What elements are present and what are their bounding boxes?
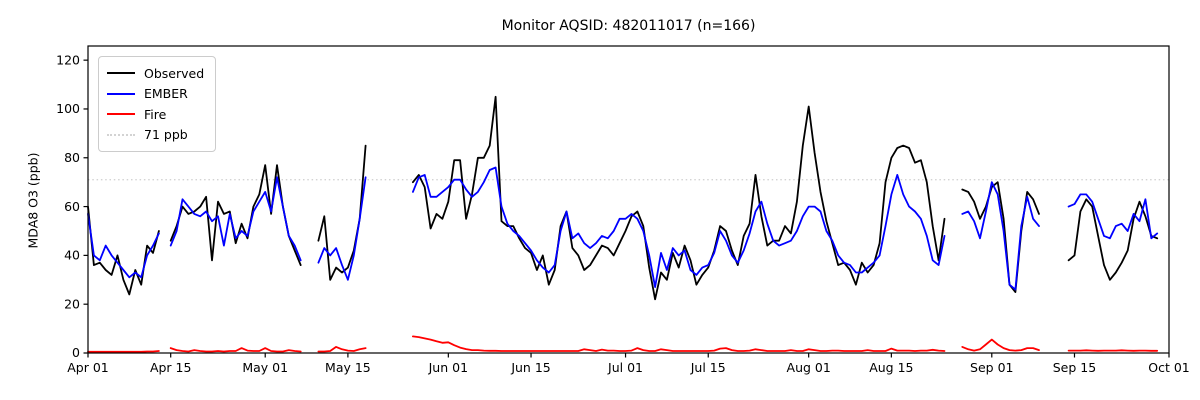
y-tick-label: 120 — [56, 52, 80, 67]
fire-line — [87, 335, 1159, 353]
y-axis-label: MDA8 O3 (ppb) — [25, 152, 41, 249]
x-tick-label: May 01 — [242, 360, 288, 375]
legend-item-threshold: 71 ppb — [107, 125, 205, 146]
legend-item-fire: Fire — [107, 104, 205, 125]
observed-line — [87, 95, 1159, 301]
y-tick-label: 20 — [64, 296, 80, 311]
y-tick-label: 60 — [64, 199, 80, 214]
legend-label: Fire — [144, 106, 167, 122]
y-tick-label: 100 — [56, 101, 80, 116]
legend-item-observed: Observed — [107, 63, 205, 84]
chart-title: Monitor AQSID: 482011017 (n=166) — [501, 18, 756, 34]
x-axis: Apr 01 Apr 15 May 01 May 15 Jun 01 Jun 15 Jul … — [67, 353, 1190, 375]
legend-label: EMBER — [144, 86, 188, 102]
y-axis: 0 20 40 60 80 100 120 — [56, 52, 88, 360]
x-tick-label: Jun 15 — [510, 360, 550, 375]
legend-label: 71 ppb — [144, 127, 188, 143]
x-tick-label: Apr 15 — [150, 360, 192, 375]
legend: Observed EMBER Fire 71 ppb — [98, 56, 216, 152]
observed-line-swatch — [107, 72, 135, 75]
legend-item-ember: EMBER — [107, 84, 205, 105]
legend-label: Observed — [144, 65, 205, 81]
x-tick-label: Jun 01 — [428, 360, 468, 375]
x-tick-label: Jul 01 — [607, 360, 643, 375]
y-tick-label: 40 — [64, 248, 80, 263]
y-tick-label: 0 — [72, 345, 80, 360]
ember-line-swatch — [107, 92, 135, 95]
x-tick-label: May 15 — [325, 360, 371, 375]
x-tick-label: Oct 01 — [1148, 360, 1190, 375]
fire-line-swatch — [107, 113, 135, 116]
x-tick-label: Sep 01 — [970, 360, 1013, 375]
x-tick-label: Apr 01 — [67, 360, 109, 375]
x-tick-label: Aug 15 — [869, 360, 913, 375]
axes-frame — [87, 45, 1170, 354]
y-tick-label: 80 — [64, 150, 80, 165]
x-tick-label: Aug 01 — [787, 360, 831, 375]
x-tick-label: Jul 15 — [690, 360, 726, 375]
x-tick-label: Sep 15 — [1053, 360, 1096, 375]
ember-line — [87, 166, 1159, 291]
threshold-line-swatch — [107, 133, 135, 136]
